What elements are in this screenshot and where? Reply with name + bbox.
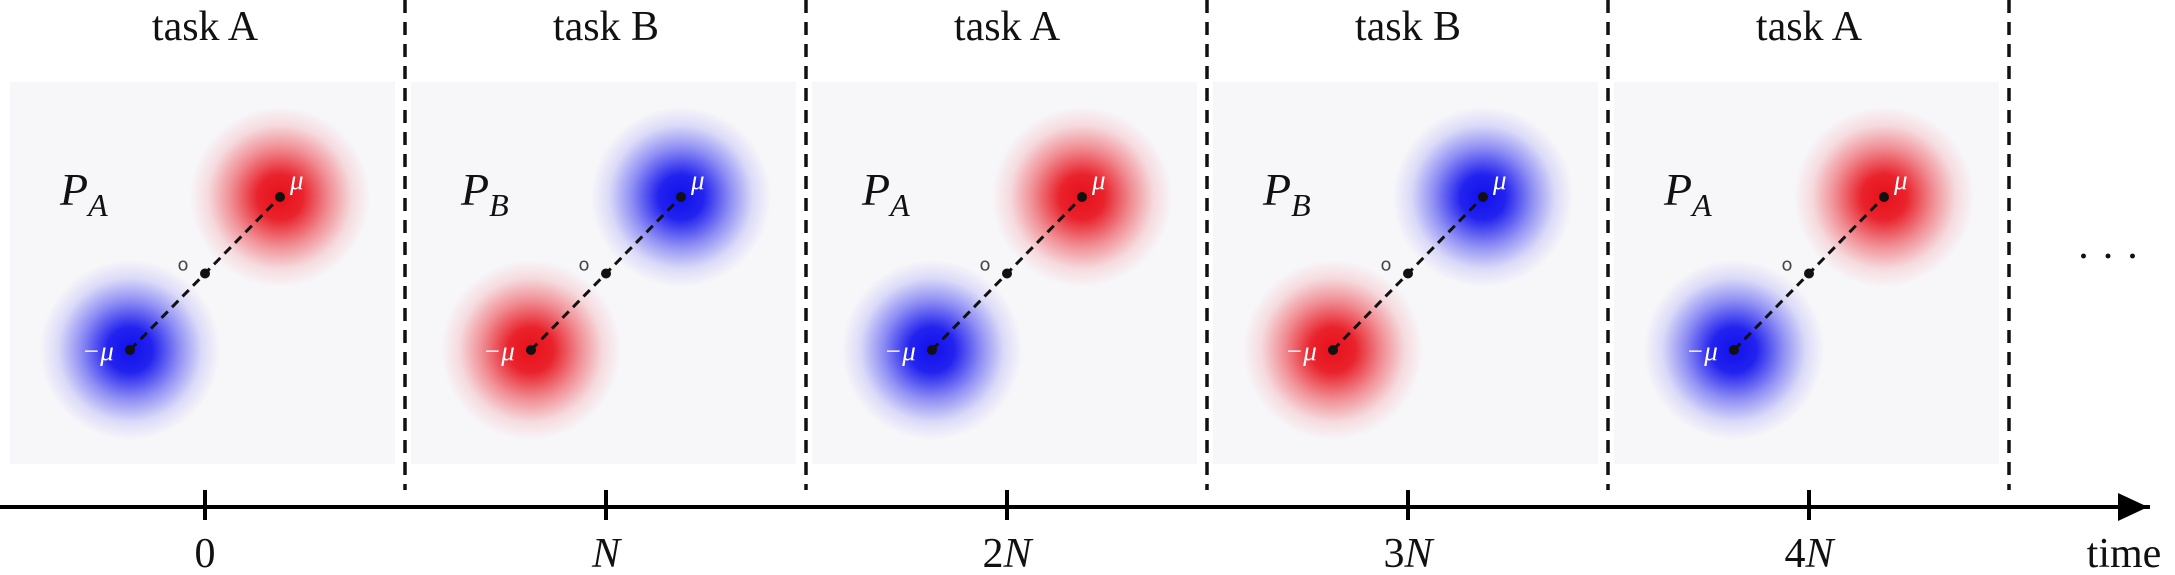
mu-label: μ — [289, 165, 304, 195]
distribution-letter: P — [1262, 164, 1291, 215]
distribution-subscript: A — [888, 187, 910, 223]
distribution-label: PA — [1663, 164, 1712, 223]
origin-marker: o — [979, 255, 990, 276]
mu-label: μ — [1492, 165, 1507, 195]
distribution-letter: P — [861, 164, 890, 215]
distribution-subscript: A — [86, 187, 108, 223]
mu-label: μ — [1893, 165, 1908, 195]
neg-mu-label: −μ — [483, 336, 515, 366]
distribution-label: PA — [59, 164, 108, 223]
task-title: task A — [152, 4, 259, 50]
distribution-letter: P — [460, 164, 489, 215]
mu-point — [1879, 192, 1889, 202]
axis-tick-label: 0 — [195, 531, 216, 575]
neg-mu-point — [1729, 345, 1739, 355]
neg-mu-label: −μ — [82, 336, 114, 366]
mu-label: μ — [1091, 165, 1106, 195]
distribution-subscript: B — [1291, 187, 1311, 223]
task-title: task B — [553, 4, 659, 50]
task-boundaries — [403, 0, 2011, 490]
origin-marker: o — [1781, 255, 1792, 276]
distribution-label: PB — [460, 164, 509, 223]
panel-2: task B o μ −μ PB — [411, 4, 796, 464]
axis-tick-label: 4N — [1784, 531, 1835, 575]
origin-point — [200, 268, 210, 279]
origin-point — [601, 268, 611, 279]
origin-marker: o — [578, 255, 589, 276]
continuation-ellipsis: · · · — [2077, 234, 2140, 280]
mu-label: μ — [690, 165, 705, 195]
origin-point — [1804, 268, 1814, 279]
distribution-letter: P — [1663, 164, 1692, 215]
origin-marker: o — [1380, 255, 1391, 276]
neg-mu-label: −μ — [1285, 336, 1317, 366]
mu-point — [676, 192, 686, 202]
mu-point — [1077, 192, 1087, 202]
time-axis-arrowhead — [2118, 493, 2148, 521]
distribution-label: PA — [861, 164, 910, 223]
origin-point — [1002, 268, 1012, 279]
neg-mu-point — [526, 345, 536, 355]
task-title: task A — [1756, 4, 1863, 50]
origin-point — [1403, 268, 1413, 279]
mu-point — [275, 192, 285, 202]
mu-point — [1478, 192, 1488, 202]
distribution-label: PB — [1262, 164, 1311, 223]
distribution-subscript: B — [489, 187, 509, 223]
task-title: task A — [954, 4, 1061, 50]
time-axis: time 0 N 2N 3N 4N — [0, 490, 2161, 575]
panel-1: task A o μ −μ PA — [10, 4, 395, 464]
distribution-letter: P — [59, 164, 88, 215]
axis-tick-label: N — [591, 531, 622, 575]
neg-mu-label: −μ — [884, 336, 916, 366]
panel-3: task A o μ −μ PA — [812, 4, 1197, 464]
task-title: task B — [1355, 4, 1461, 50]
neg-mu-point — [1328, 345, 1338, 355]
neg-mu-point — [125, 345, 135, 355]
neg-mu-label: −μ — [1686, 336, 1718, 366]
origin-marker: o — [177, 255, 188, 276]
axis-tick-label: 3N — [1383, 531, 1434, 575]
axis-tick-label: 2N — [982, 531, 1033, 575]
panel-4: task B o μ −μ PB — [1213, 4, 1598, 464]
neg-mu-point — [927, 345, 937, 355]
panel-5: task A o μ −μ PA — [1614, 4, 1999, 464]
distribution-subscript: A — [1690, 187, 1712, 223]
time-axis-label: time — [2087, 531, 2162, 575]
